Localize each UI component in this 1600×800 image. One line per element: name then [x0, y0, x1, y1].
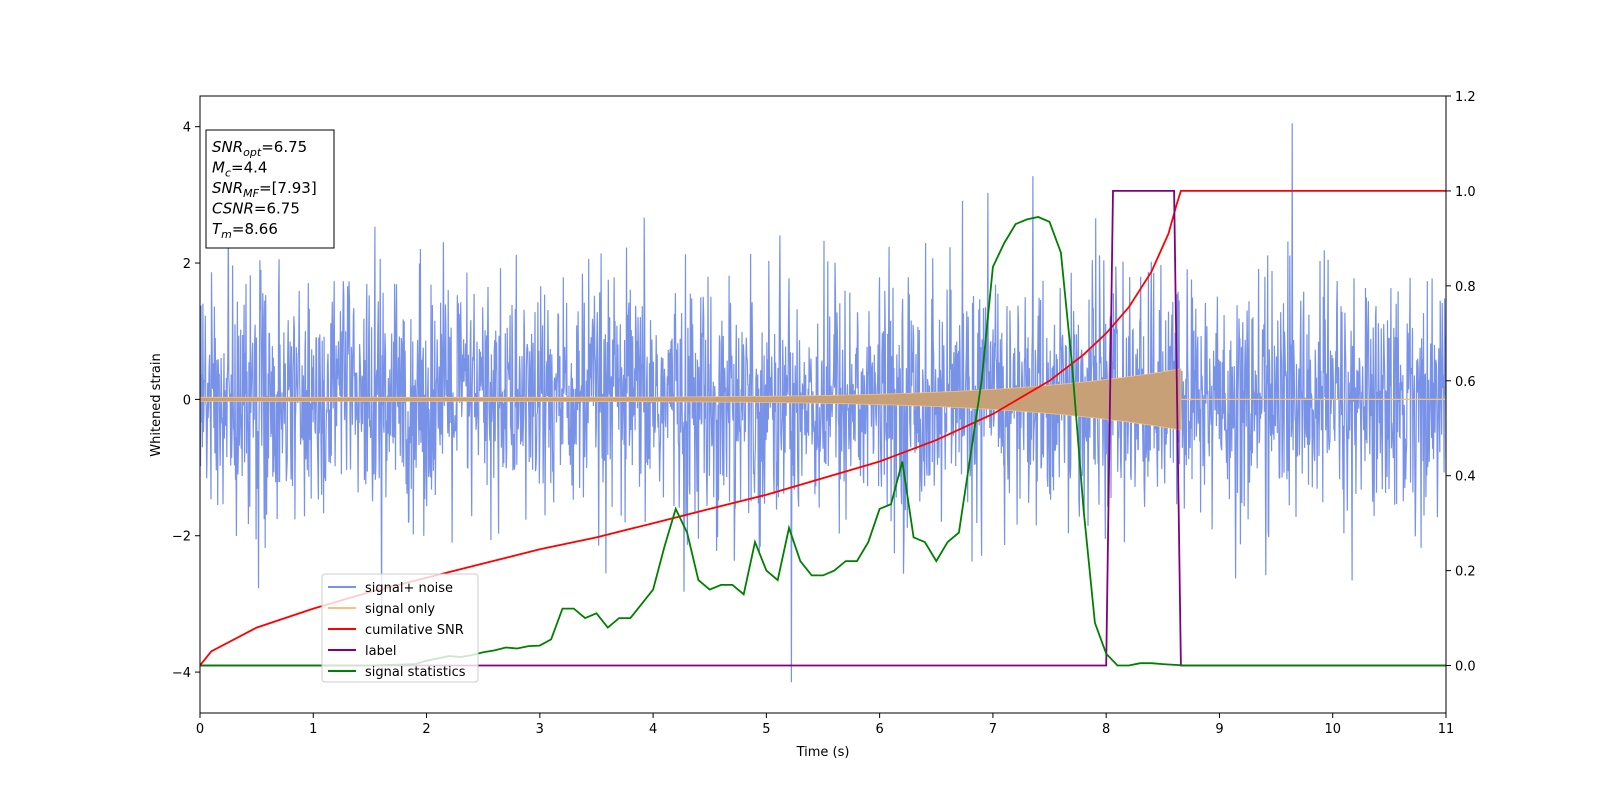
- info-box-frame: [205, 129, 335, 249]
- y-tick-label: 0: [183, 393, 191, 408]
- y-tick-label: −4: [172, 666, 191, 681]
- legend-label: cumilative SNR: [365, 623, 464, 638]
- series-layer: [200, 123, 1446, 683]
- x-tick-label: 2: [422, 722, 430, 737]
- x-tick-label: 5: [762, 722, 770, 737]
- y-tick-label: −2: [172, 530, 191, 545]
- y-right-tick-label: 0.8: [1455, 280, 1476, 295]
- legend-frame: [321, 573, 479, 683]
- legend: signal+ noise signal only cumilative SNR la…: [321, 573, 479, 683]
- x-tick-label: 10: [1324, 722, 1341, 737]
- legend-label: signal statistics: [365, 665, 466, 680]
- x-tick-label: 6: [875, 722, 883, 737]
- legend-label: signal only: [365, 602, 435, 617]
- x-axis-label: Time (s): [796, 745, 850, 760]
- y-tick-label: 2: [183, 257, 191, 272]
- info-line: SNRopt=6.75: [212, 138, 307, 159]
- series-signal-only-band: [200, 368, 1182, 431]
- series-signal-noise-line: [200, 123, 1446, 683]
- y-axis-label: Whitened strain: [149, 353, 164, 456]
- y-right-tick-label: 0.6: [1455, 375, 1476, 390]
- legend-label: signal+ noise: [365, 581, 453, 596]
- y-right-tick-label: 0.4: [1455, 470, 1476, 485]
- x-tick-label: 7: [989, 722, 997, 737]
- info-line: CSNR=6.75: [212, 200, 300, 218]
- x-tick-label: 9: [1215, 722, 1223, 737]
- y-tick-label: 4: [183, 121, 191, 136]
- y-right-tick-label: 1.0: [1455, 185, 1476, 200]
- info-line: Mc=4.4: [212, 159, 267, 180]
- x-tick-label: 8: [1102, 722, 1110, 737]
- x-tick-label: 3: [536, 722, 544, 737]
- x-tick-label: 1: [309, 722, 317, 737]
- info-line: Tm=8.66: [212, 220, 278, 241]
- y-right-tick-label: 0.0: [1455, 660, 1476, 675]
- plot-area-frame: [199, 95, 1447, 714]
- series-signal-statistics-line: [200, 216, 1446, 667]
- x-tick-label: 0: [196, 722, 204, 737]
- x-tick-label: 4: [649, 722, 657, 737]
- legend-label: label: [365, 644, 396, 659]
- info-line: SNRMF=[7.93]: [212, 179, 317, 200]
- x-tick-label: 11: [1438, 722, 1455, 737]
- y-right-tick-label: 0.2: [1455, 565, 1476, 580]
- axes-layer: 0 1 2 3 4 5 6 7 8 9 10 11 −4 −2 0 2 4 0.0 0.2 0.4 0.6 0.8 1.0 1…: [172, 90, 1476, 737]
- y-right-tick-label: 1.2: [1455, 90, 1476, 105]
